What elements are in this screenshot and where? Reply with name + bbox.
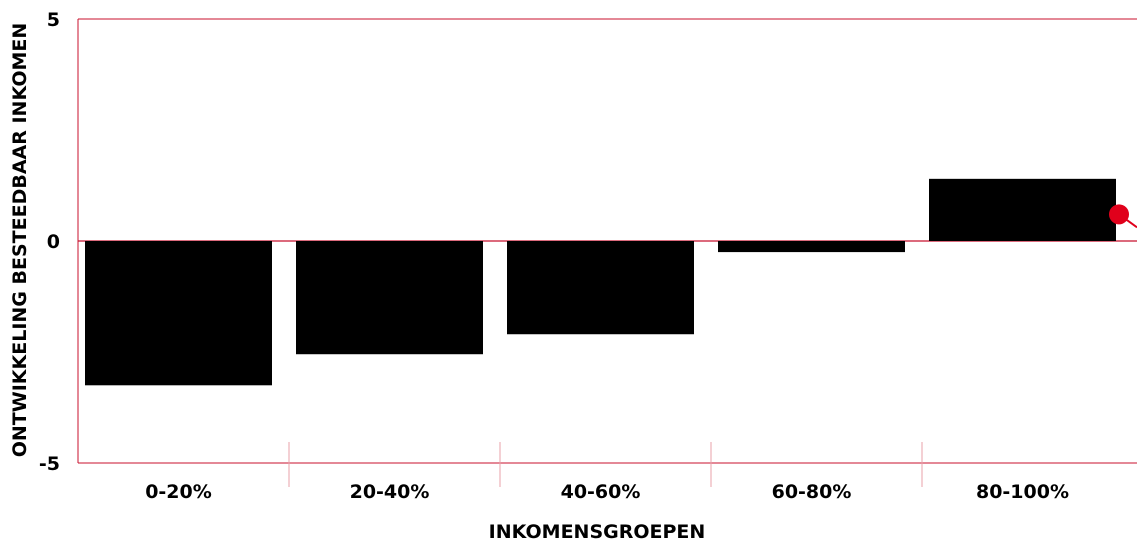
y-axis-title: ONTWIKKELING BESTEEDBAAR INKOMEN <box>9 23 31 458</box>
x-tick-label: 40-60% <box>561 481 641 503</box>
x-tick-label: 0-20% <box>145 481 212 503</box>
marker-dot <box>1109 204 1129 225</box>
x-tick-label: 80-100% <box>976 481 1069 503</box>
y-tick-labels: -5 0 5 <box>39 9 60 475</box>
y-tick-label: -5 <box>39 453 60 475</box>
bar-80-100% <box>929 178 1116 241</box>
bar-20-40% <box>296 241 483 355</box>
bar-40-60% <box>507 241 694 335</box>
marker-layer <box>1109 204 1137 229</box>
x-tick-label: 20-40% <box>350 481 430 503</box>
bars <box>85 178 1116 386</box>
bar-0-20% <box>85 241 272 386</box>
x-tick-labels: 0-20% 20-40% 40-60% 60-80% 80-100% <box>145 442 1069 503</box>
y-tick-label: 0 <box>47 231 60 253</box>
x-axis-title: INKOMENSGROEPEN <box>489 521 706 543</box>
x-tick-label: 60-80% <box>772 481 852 503</box>
bar-60-80% <box>718 241 905 253</box>
y-tick-label: 5 <box>47 9 60 31</box>
